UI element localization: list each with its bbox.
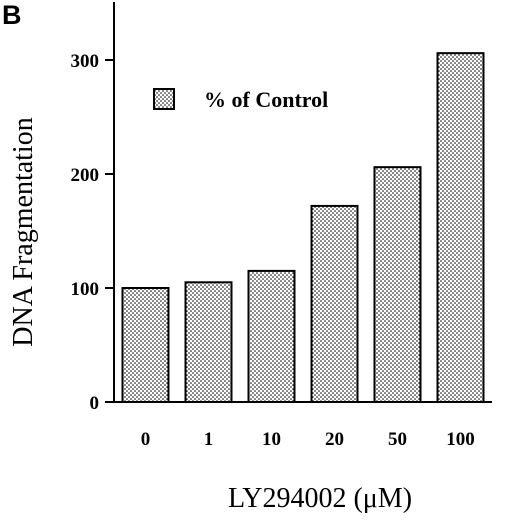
x-tick-label-0: 0 <box>141 429 151 450</box>
panel-letter: B <box>2 0 22 30</box>
bar-1 <box>184 281 233 403</box>
bar-50 <box>373 166 422 403</box>
legend: % of Control <box>153 87 328 112</box>
plot-area: 0 100 200 300 0 1 10 20 50 100 <box>71 2 492 450</box>
x-tick-label-1: 1 <box>204 429 214 450</box>
bar-100 <box>436 52 485 403</box>
y-tick-label-0: 0 <box>90 393 100 414</box>
y-tick-label-1: 100 <box>71 279 100 300</box>
y-tick-label-2: 200 <box>71 165 100 186</box>
x-tick-label-5: 100 <box>446 429 475 450</box>
x-tick-label-4: 50 <box>388 429 407 450</box>
x-axis-title: LY294002 (μM) <box>228 483 412 514</box>
x-tick-label-3: 20 <box>325 429 344 450</box>
x-tick-label-2: 10 <box>262 429 281 450</box>
bar-10 <box>247 269 296 403</box>
legend-label: % of Control <box>204 87 328 112</box>
bar-0 <box>121 287 170 403</box>
y-axis-title: DNA Fragmentation <box>8 117 39 346</box>
bar-20 <box>310 204 359 403</box>
y-tick-label-3: 300 <box>71 51 100 72</box>
legend-swatch <box>153 88 175 110</box>
